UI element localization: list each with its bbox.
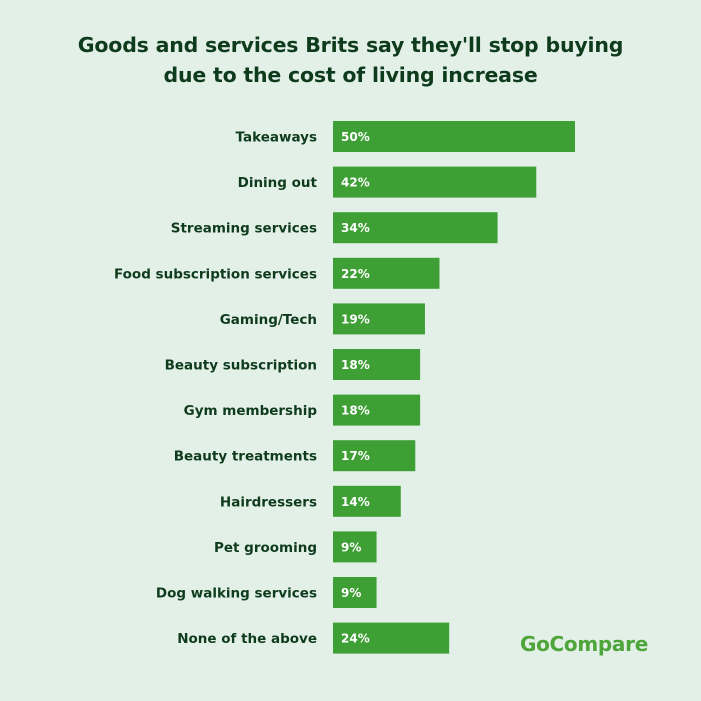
category-label-5: Beauty subscription [165, 358, 317, 374]
bar-8 [333, 485, 401, 517]
value-label-4: 19% [341, 312, 370, 326]
bar-10 [333, 577, 377, 608]
category-label-4: Gaming/Tech [220, 312, 317, 328]
value-label-0: 50% [341, 130, 370, 144]
chart-title-line-1: Goods and services Brits say they'll sto… [77, 33, 624, 57]
gocompare-logo: GoCompare [520, 632, 648, 656]
category-label-10: Dog walking services [156, 586, 317, 602]
value-label-8: 14% [341, 495, 370, 509]
value-label-10: 9% [341, 586, 361, 600]
chart-title-line-2: due to the cost of living increase [163, 63, 538, 87]
category-label-0: Takeaways [236, 130, 317, 146]
category-label-8: Hairdressers [220, 494, 317, 510]
bar-5 [333, 349, 421, 380]
category-label-11: None of the above [177, 631, 317, 647]
category-label-1: Dining out [238, 175, 318, 191]
bar-11 [333, 622, 450, 654]
category-label-3: Food subscription services [114, 266, 317, 282]
bar-2 [333, 212, 498, 244]
value-label-3: 22% [341, 267, 370, 281]
category-label-2: Streaming services [171, 221, 317, 237]
value-label-7: 17% [341, 449, 370, 463]
value-label-1: 42% [341, 176, 370, 190]
category-label-7: Beauty treatments [174, 449, 317, 465]
category-label-9: Pet grooming [214, 540, 317, 556]
bar-9 [333, 531, 377, 563]
bar-1 [333, 166, 537, 198]
bar-3 [333, 257, 440, 289]
value-label-5: 18% [341, 358, 370, 372]
value-label-11: 24% [341, 632, 370, 646]
bar-7 [333, 440, 416, 472]
bar-4 [333, 303, 425, 335]
chart-title: Goods and services Brits say they'll sto… [0, 30, 701, 90]
bar-6 [333, 394, 421, 426]
value-label-2: 34% [341, 221, 370, 235]
bar-0 [333, 121, 575, 152]
value-label-9: 9% [341, 540, 361, 554]
value-label-6: 18% [341, 404, 370, 418]
category-label-6: Gym membership [184, 403, 318, 419]
